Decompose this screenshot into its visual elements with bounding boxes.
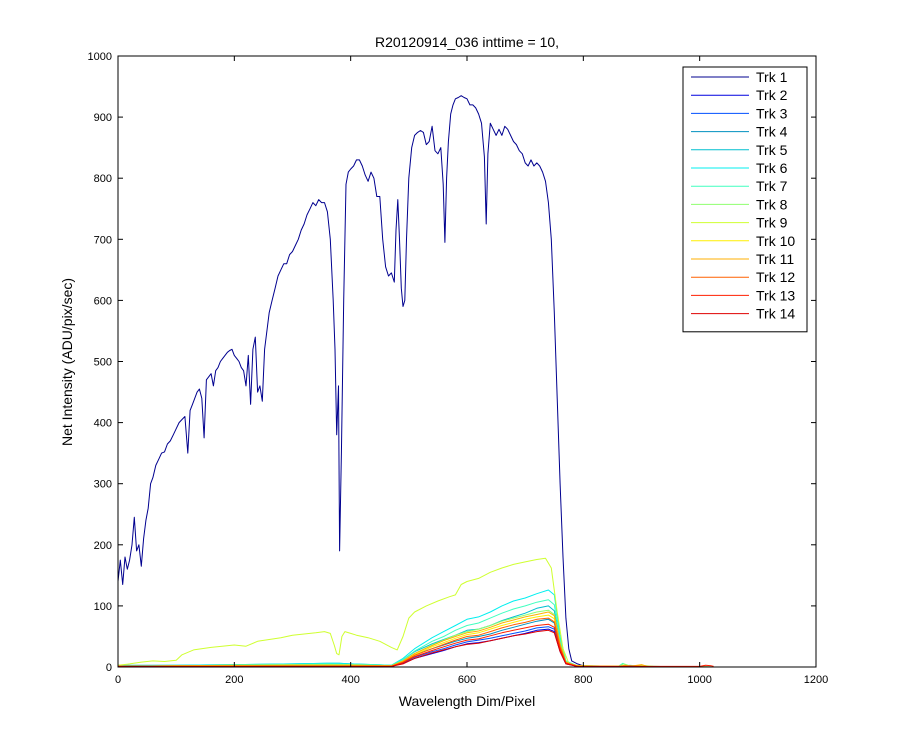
series-layer [117, 95, 714, 668]
legend-label-trk-5: Trk 5 [756, 142, 788, 158]
x-tick-label: 0 [115, 674, 121, 686]
legend-label-trk-10: Trk 10 [756, 233, 795, 249]
legend: Trk 1 Trk 2 Trk 3 Trk 4 Trk 5 Trk 6 Trk 7 Trk 8… [682, 66, 808, 333]
x-tick-label: 1200 [804, 674, 828, 686]
legend-label-trk-6: Trk 6 [756, 160, 788, 176]
x-tick-label: 600 [458, 674, 476, 686]
x-tick-label: 400 [341, 674, 359, 686]
series-line-trk-6 [117, 589, 714, 668]
y-tick-label: 100 [94, 601, 112, 613]
legend-label-trk-1: Trk 1 [756, 69, 788, 85]
y-tick-label: 1000 [88, 51, 112, 63]
legend-box [682, 66, 808, 333]
y-tick-label: 300 [94, 479, 112, 491]
y-tick-label: 800 [94, 173, 112, 185]
legend-label-trk-13: Trk 13 [756, 287, 795, 303]
y-tick-label: 900 [94, 112, 112, 124]
x-tick-label: 200 [225, 674, 243, 686]
legend-label-trk-2: Trk 2 [756, 87, 788, 103]
x-tick-label: 800 [574, 674, 592, 686]
y-tick-label: 700 [94, 234, 112, 246]
series-line-trk-1 [117, 95, 714, 668]
y-tick-label: 600 [94, 295, 112, 307]
legend-label-trk-12: Trk 12 [756, 269, 795, 285]
axes-layer: 0 200 400 600 800 1000 1200 0 100 200 300 400 500 600… [88, 51, 829, 686]
series-line-trk-14 [118, 629, 714, 668]
legend-label-trk-11: Trk 11 [756, 251, 794, 267]
y-tick-label: 200 [94, 540, 112, 552]
x-tick-label: 1000 [687, 674, 711, 686]
y-axis-label: Net Intensity (ADU/pix/sec) [59, 278, 75, 446]
legend-label-trk-7: Trk 7 [756, 178, 788, 194]
legend-label-trk-14: Trk 14 [756, 306, 795, 322]
legend-label-trk-9: Trk 9 [756, 215, 788, 231]
y-tick-label: 400 [94, 418, 112, 430]
x-axis-label: Wavelength Dim/Pixel [399, 693, 535, 709]
series-line-trk-9 [117, 557, 714, 668]
legend-label-trk-3: Trk 3 [756, 105, 788, 121]
legend-label-trk-8: Trk 8 [756, 196, 788, 212]
y-tick-label: 0 [106, 662, 112, 674]
legend-label-trk-4: Trk 4 [756, 124, 788, 140]
chart-title: R20120914_036 inttime = 10, [375, 34, 559, 50]
y-tick-label: 500 [94, 357, 112, 369]
